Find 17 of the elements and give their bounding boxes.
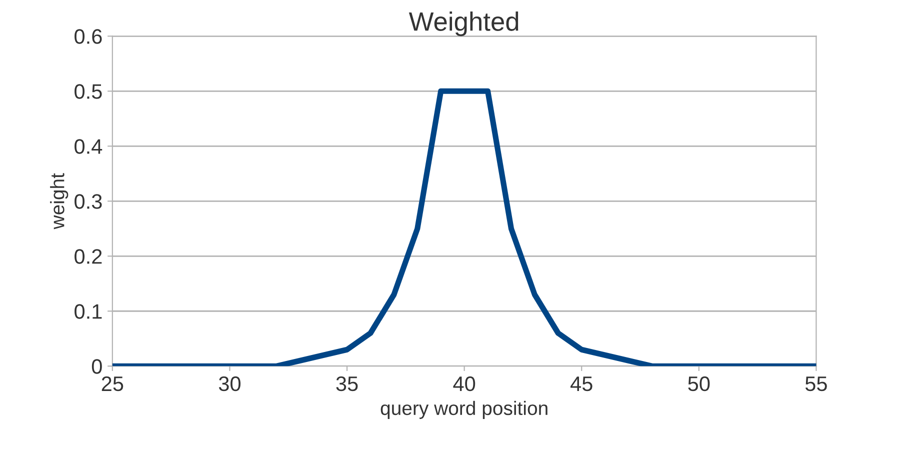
x-tick-label: 55	[805, 376, 827, 392]
x-tick-label: 35	[336, 376, 358, 392]
y-tick-label: 0.3	[74, 194, 102, 209]
y-tick-label: 0.4	[74, 139, 102, 154]
y-tick-label: 0.2	[74, 249, 102, 264]
y-axis-title: weight	[50, 173, 68, 230]
y-tick-label: 0.6	[74, 29, 102, 44]
chart-title: Weighted	[408, 12, 518, 36]
y-tick-label: 0.5	[74, 84, 102, 99]
x-tick-label: 50	[688, 376, 710, 392]
x-tick-label: 25	[102, 376, 124, 392]
y-tick-label: 0	[92, 359, 102, 374]
x-tick-label: 45	[570, 376, 592, 392]
x-tick-label: 30	[218, 376, 240, 392]
x-axis-title: query word position	[380, 400, 548, 419]
y-tick-label: 0.1	[74, 304, 102, 319]
x-tick-label: 40	[453, 376, 476, 392]
